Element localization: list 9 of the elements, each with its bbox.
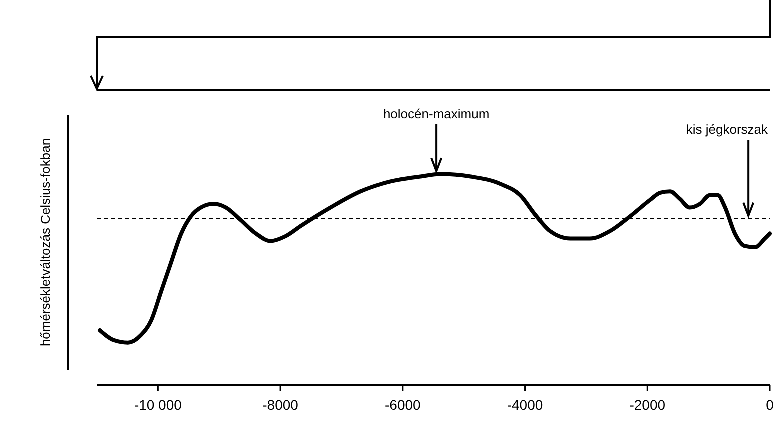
x-tick-label: -6000 [385,397,422,413]
y-axis-title: hőmérsékletváltozás Celsius-fokban [38,138,53,347]
x-tick-label: -4000 [507,397,544,413]
annotation: holocén-maximum [383,106,490,122]
x-tick-label: -2000 [630,397,666,413]
x-tick-label: 0 [766,397,774,413]
x-tick-label: -8000 [262,397,299,413]
annotation: kis jégkorszak [686,122,768,137]
x-tick-label: -10 000 [134,397,182,413]
